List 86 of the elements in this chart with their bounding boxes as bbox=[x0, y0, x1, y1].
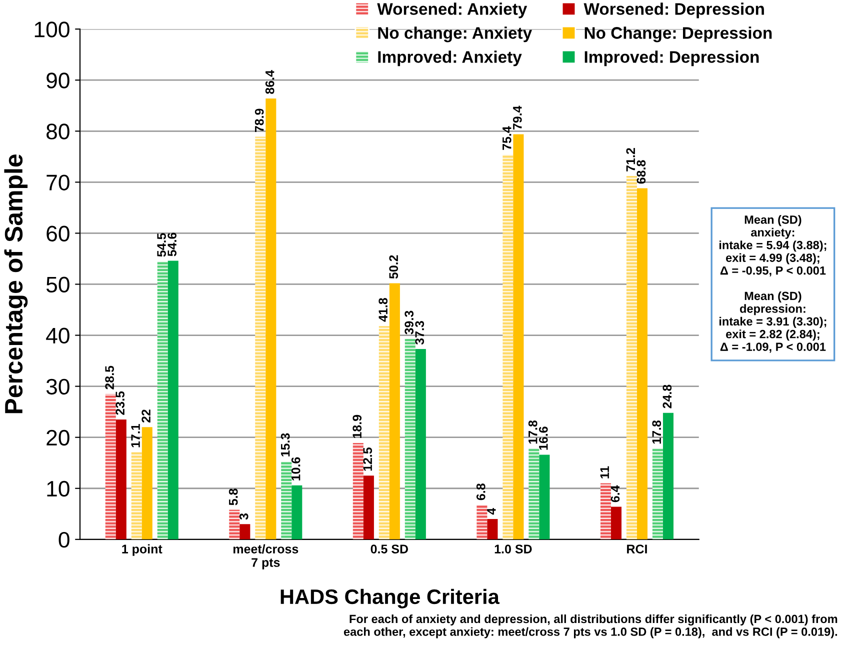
legend-label: Worsened: Depression bbox=[584, 2, 764, 18]
x-tick-label: 1.0 SD bbox=[494, 544, 532, 554]
legend-label: Worsened: Anxiety bbox=[377, 2, 528, 18]
x-tick-label: 0.5 SD bbox=[370, 544, 408, 554]
bar bbox=[116, 419, 126, 540]
bar bbox=[266, 98, 276, 540]
data-label: 16.6 bbox=[538, 426, 548, 450]
y-tick-label: 90 bbox=[46, 72, 70, 88]
x-axis-title: HADS Change Criteria bbox=[280, 588, 500, 608]
data-label: 39.3 bbox=[404, 310, 414, 334]
bar bbox=[105, 394, 116, 540]
bar bbox=[528, 448, 540, 540]
data-label: 71.2 bbox=[626, 148, 635, 172]
data-label: 3 bbox=[239, 513, 248, 520]
data-label: 18.9 bbox=[352, 414, 362, 438]
bar bbox=[378, 326, 390, 540]
data-label: 17.1 bbox=[131, 424, 140, 448]
bar bbox=[352, 442, 364, 540]
y-tick-label: 30 bbox=[46, 378, 70, 395]
data-label: 24.8 bbox=[662, 384, 672, 408]
data-label: 50.2 bbox=[389, 255, 398, 279]
data-label: 6.4 bbox=[610, 485, 620, 502]
bar bbox=[168, 260, 178, 540]
bar bbox=[363, 476, 374, 540]
bar bbox=[502, 154, 514, 540]
data-label: 54.5 bbox=[157, 233, 166, 257]
bar bbox=[240, 524, 250, 540]
bar bbox=[255, 136, 266, 540]
bar bbox=[662, 412, 674, 540]
data-label: 68.8 bbox=[636, 160, 646, 184]
bar bbox=[229, 510, 240, 540]
bar bbox=[610, 506, 622, 540]
data-label: 12.5 bbox=[363, 447, 372, 471]
bar bbox=[539, 454, 550, 540]
bar bbox=[513, 134, 524, 540]
y-tick-label: 80 bbox=[46, 124, 70, 140]
y-tick-label: 0 bbox=[58, 532, 70, 548]
bar bbox=[626, 176, 637, 540]
legend-label: Improved: Anxiety bbox=[378, 50, 522, 66]
data-label: 75.4 bbox=[502, 126, 512, 150]
bar bbox=[652, 448, 663, 540]
y-tick-label: 100 bbox=[34, 22, 70, 38]
y-tick-label: 40 bbox=[46, 328, 70, 344]
data-label: 10.6 bbox=[291, 457, 300, 480]
data-label: 28.5 bbox=[105, 366, 114, 390]
bar bbox=[600, 483, 611, 540]
bar bbox=[476, 504, 488, 540]
y-tick-label: 60 bbox=[46, 226, 70, 242]
legend-label: No change: Anxiety bbox=[378, 26, 532, 42]
x-tick-label: meet/cross 7 pts bbox=[233, 544, 298, 570]
y-tick-label: 50 bbox=[46, 276, 70, 293]
data-label: 79.4 bbox=[512, 106, 522, 130]
data-label: 86.4 bbox=[265, 70, 274, 94]
data-label: 41.8 bbox=[378, 298, 388, 322]
data-label: 78.9 bbox=[254, 108, 264, 132]
data-label: 54.6 bbox=[168, 232, 176, 256]
data-label: 5.8 bbox=[228, 488, 238, 506]
legend-label: No Change: Depression bbox=[584, 26, 772, 42]
text: For each of anxiety and depression, all distributions differ significantly (P < 0.001) from each other, except anxiety: meet/cross 7 pts vs 1.0 SD (P = 0.18), and vs RCI (P = 0.019). bbox=[344, 614, 838, 638]
bar bbox=[404, 338, 416, 540]
data-label: 37.3 bbox=[415, 321, 424, 345]
bar bbox=[292, 485, 302, 540]
y-axis-title: Percentage of Sample bbox=[4, 154, 28, 414]
bar bbox=[636, 188, 648, 540]
bar bbox=[389, 283, 400, 540]
bar bbox=[157, 261, 168, 540]
y-tick-label: 10 bbox=[47, 480, 70, 497]
data-label: 6.8 bbox=[476, 484, 486, 500]
data-label: 4 bbox=[487, 508, 496, 515]
bar bbox=[142, 427, 152, 540]
bar bbox=[487, 518, 498, 540]
x-tick-label: RCI bbox=[627, 544, 647, 554]
bar bbox=[415, 349, 426, 540]
x-tick-label: 1 point bbox=[122, 544, 162, 556]
y-tick-label: 70 bbox=[46, 174, 70, 190]
data-label: 11 bbox=[600, 466, 609, 478]
data-label: 23.5 bbox=[116, 391, 125, 415]
data-label: 17.8 bbox=[528, 420, 538, 444]
bar bbox=[131, 452, 142, 540]
text: Mean (SD) anxiety: intake = 5.94 (3.88); exit = 4.99 (3.48); Δ = -0.95, P < 0.001 Mean (SD) depression: intake = 3.91 (3.30); exit = 2.82 (2.84); Δ = -1.09, P < 0.001 bbox=[719, 215, 826, 353]
data-label: 15.3 bbox=[280, 433, 290, 456]
legend-label: Improved: Depression bbox=[584, 50, 759, 66]
y-tick-label: 20 bbox=[46, 430, 70, 446]
data-label: 17.8 bbox=[652, 420, 662, 444]
bar bbox=[281, 461, 292, 540]
data-label: 22 bbox=[142, 410, 150, 423]
